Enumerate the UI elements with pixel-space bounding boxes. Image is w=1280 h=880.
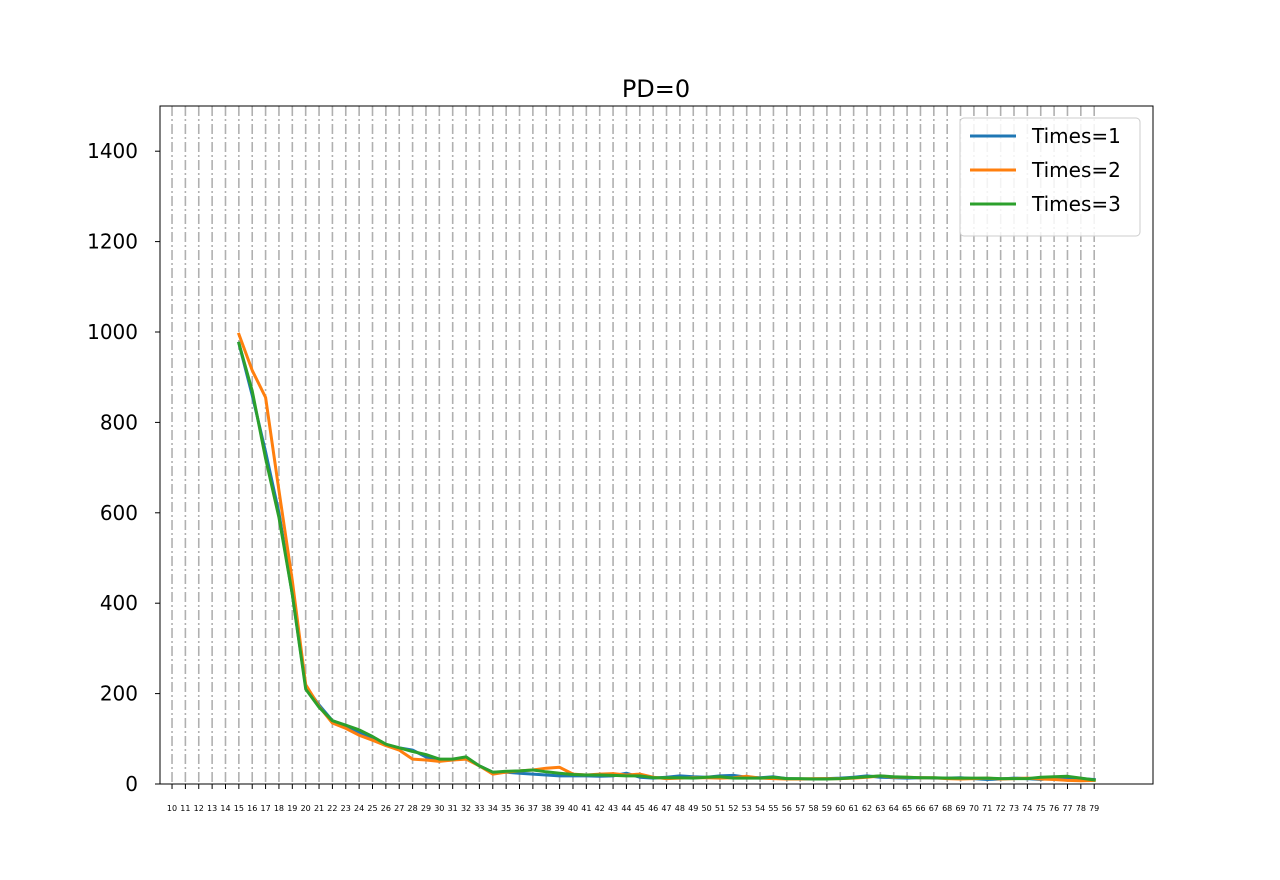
- x-tick-label: 25: [367, 804, 377, 813]
- x-tick-label: 47: [661, 804, 671, 813]
- plot-frame: [159, 105, 1154, 785]
- x-tick-label: 11: [180, 804, 190, 813]
- y-axis: 0 200 400 600 800 1000 1200 1400: [87, 139, 160, 796]
- x-tick-label: 10: [167, 804, 177, 813]
- x-tick-label: 20: [301, 804, 311, 813]
- x-tick-label: 48: [675, 804, 685, 813]
- x-tick-label: 40: [568, 804, 578, 813]
- series-lines: [236, 332, 1096, 783]
- x-tick-label: 29: [421, 804, 431, 813]
- x-tick-label: 69: [955, 804, 965, 813]
- x-tick-label: 65: [902, 804, 912, 813]
- x-tick-label: 36: [514, 804, 524, 813]
- x-tick-label: 74: [1022, 804, 1032, 813]
- x-tick-label: 27: [394, 804, 404, 813]
- x-tick-label: 44: [621, 804, 631, 813]
- x-tick-label: 63: [875, 804, 885, 813]
- x-tick-label: 50: [702, 804, 712, 813]
- x-tick-label: 22: [327, 804, 337, 813]
- x-tick-label: 64: [889, 804, 899, 813]
- x-tick-label: 79: [1089, 804, 1099, 813]
- x-axis: 10 11 12 13 14 15 16 17 18 19 20 21 22 23 24 25 26 27 28 29…: [167, 784, 1099, 813]
- legend-label: Times=1: [1031, 124, 1121, 148]
- y-tick-label: 600: [100, 501, 138, 525]
- x-tick-label: 59: [822, 804, 832, 813]
- x-tick-label: 33: [474, 804, 484, 813]
- x-tick-label: 70: [969, 804, 979, 813]
- x-tick-label: 71: [982, 804, 992, 813]
- x-tick-label: 35: [501, 804, 511, 813]
- x-tick-label: 51: [715, 804, 725, 813]
- x-tick-label: 19: [287, 804, 297, 813]
- x-tick-label: 55: [768, 804, 778, 813]
- x-tick-label: 17: [260, 804, 270, 813]
- x-tick-label: 26: [381, 804, 391, 813]
- x-tick-label: 66: [915, 804, 925, 813]
- chart-title: PD=0: [622, 75, 690, 103]
- x-tick-label: 56: [782, 804, 792, 813]
- x-tick-label: 78: [1076, 804, 1086, 813]
- x-tick-label: 28: [407, 804, 417, 813]
- x-tick-label: 58: [808, 804, 818, 813]
- y-tick-label: 1000: [87, 320, 138, 344]
- gridlines: [171, 106, 1095, 784]
- x-tick-label: 72: [996, 804, 1006, 813]
- x-tick-label: 21: [314, 804, 324, 813]
- series-line-3: [237, 341, 1096, 782]
- x-tick-label: 67: [929, 804, 939, 813]
- legend: Times=1 Times=2 Times=3: [959, 117, 1141, 237]
- x-tick-label: 46: [648, 804, 658, 813]
- legend-label: Times=2: [1031, 158, 1121, 182]
- y-tick-label: 1200: [87, 230, 138, 254]
- x-tick-label: 34: [488, 804, 498, 813]
- y-tick-label: 0: [125, 772, 138, 796]
- x-tick-label: 39: [555, 804, 565, 813]
- y-tick-label: 800: [100, 410, 138, 434]
- x-tick-label: 13: [207, 804, 217, 813]
- x-tick-label: 23: [341, 804, 351, 813]
- x-tick-label: 61: [849, 804, 859, 813]
- x-tick-label: 73: [1009, 804, 1019, 813]
- x-tick-label: 76: [1049, 804, 1059, 813]
- x-tick-label: 43: [608, 804, 618, 813]
- x-tick-label: 60: [835, 804, 845, 813]
- x-tick-label: 52: [728, 804, 738, 813]
- x-tick-label: 15: [234, 804, 244, 813]
- x-tick-label: 41: [581, 804, 591, 813]
- x-tick-label: 53: [742, 804, 752, 813]
- x-tick-label: 32: [461, 804, 471, 813]
- y-tick-label: 200: [100, 682, 138, 706]
- x-tick-label: 37: [528, 804, 538, 813]
- x-tick-label: 62: [862, 804, 872, 813]
- x-tick-label: 31: [448, 804, 458, 813]
- x-tick-label: 77: [1062, 804, 1072, 813]
- x-tick-label: 68: [942, 804, 952, 813]
- x-tick-label: 14: [220, 804, 230, 813]
- legend-label: Times=3: [1031, 192, 1121, 216]
- y-tick-label: 1400: [87, 139, 138, 163]
- x-tick-label: 16: [247, 804, 257, 813]
- x-tick-label: 38: [541, 804, 551, 813]
- x-tick-label: 45: [635, 804, 645, 813]
- x-tick-label: 54: [755, 804, 765, 813]
- x-tick-label: 75: [1036, 804, 1046, 813]
- x-tick-label: 49: [688, 804, 698, 813]
- legend-box: [959, 117, 1141, 237]
- x-tick-label: 12: [194, 804, 204, 813]
- x-tick-label: 42: [595, 804, 605, 813]
- x-tick-label: 18: [274, 804, 284, 813]
- y-tick-label: 400: [100, 591, 138, 615]
- x-tick-label: 30: [434, 804, 444, 813]
- x-tick-label: 24: [354, 804, 364, 813]
- x-tick-label: 57: [795, 804, 805, 813]
